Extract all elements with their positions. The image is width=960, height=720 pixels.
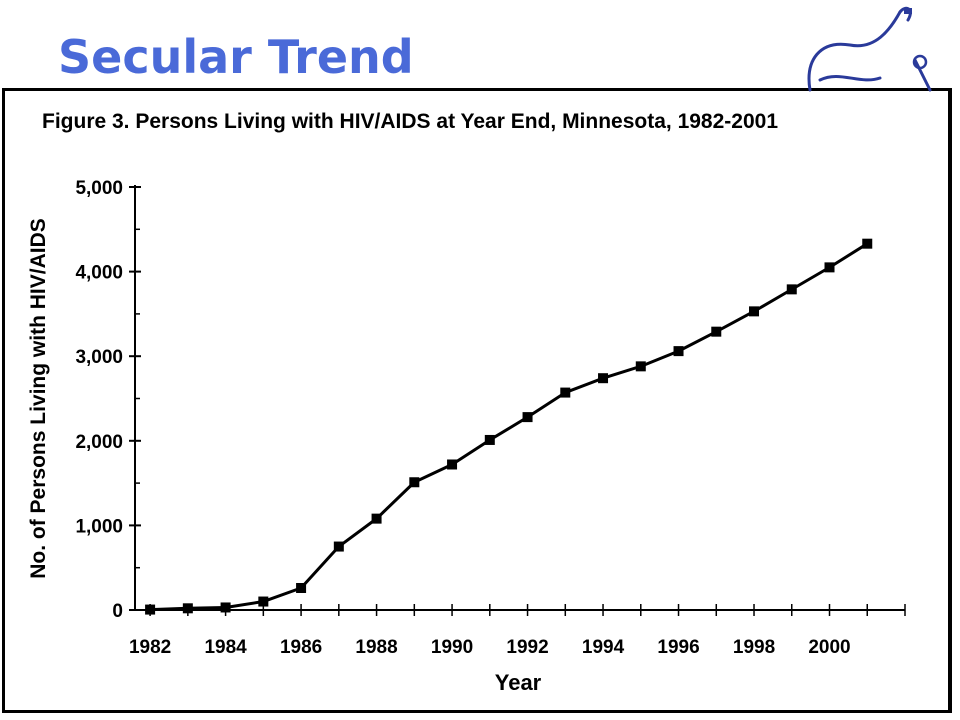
x-tick-label: 1986 <box>280 637 322 658</box>
y-tick-label: 3,000 <box>75 347 123 368</box>
y-axis-label: No. of Persons Living with HIV/AIDS <box>27 218 50 579</box>
x-tick-label: 2000 <box>808 637 850 658</box>
data-point <box>635 361 646 372</box>
data-point <box>598 373 609 384</box>
data-point <box>296 583 307 594</box>
data-point <box>522 412 533 423</box>
data-point <box>182 603 193 614</box>
data-point <box>673 346 684 357</box>
series-line <box>150 242 869 612</box>
x-axis-label: Year <box>495 670 542 695</box>
data-point <box>862 238 873 249</box>
x-tick-label: 1998 <box>733 637 775 658</box>
data-point <box>258 596 269 607</box>
x-tick-label: 1992 <box>506 637 548 658</box>
data-point <box>371 513 382 524</box>
y-tick-label: 0 <box>112 601 123 622</box>
data-point <box>560 387 571 398</box>
y-tick-label: 4,000 <box>75 263 123 284</box>
data-point <box>824 262 835 273</box>
data-point <box>711 326 722 337</box>
y-tick-label: 1,000 <box>75 516 123 537</box>
chart-title: Figure 3. Persons Living with HIV/AIDS a… <box>42 110 779 133</box>
y-tick-label: 2,000 <box>75 432 123 453</box>
data-point <box>409 477 420 488</box>
x-tick-label: 1990 <box>431 637 473 658</box>
data-point <box>333 541 344 552</box>
data-point <box>447 459 458 470</box>
data-point <box>145 604 156 615</box>
x-tick-label: 1982 <box>129 637 171 658</box>
y-tick-label: 5,000 <box>75 178 123 199</box>
x-tick-label: 1988 <box>355 637 397 658</box>
data-point <box>749 306 760 317</box>
stethoscope-icon <box>807 6 932 92</box>
data-point <box>220 602 231 613</box>
x-tick-label: 1984 <box>204 637 247 658</box>
x-tick-label: 1996 <box>657 637 699 658</box>
slide-title: Secular Trend <box>58 30 414 84</box>
data-point <box>786 284 797 295</box>
data-point <box>484 434 495 445</box>
x-tick-label: 1994 <box>582 637 625 658</box>
